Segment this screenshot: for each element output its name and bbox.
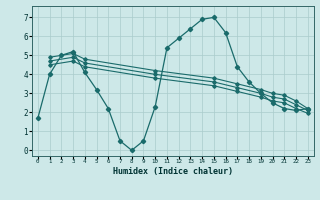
X-axis label: Humidex (Indice chaleur): Humidex (Indice chaleur) [113,167,233,176]
